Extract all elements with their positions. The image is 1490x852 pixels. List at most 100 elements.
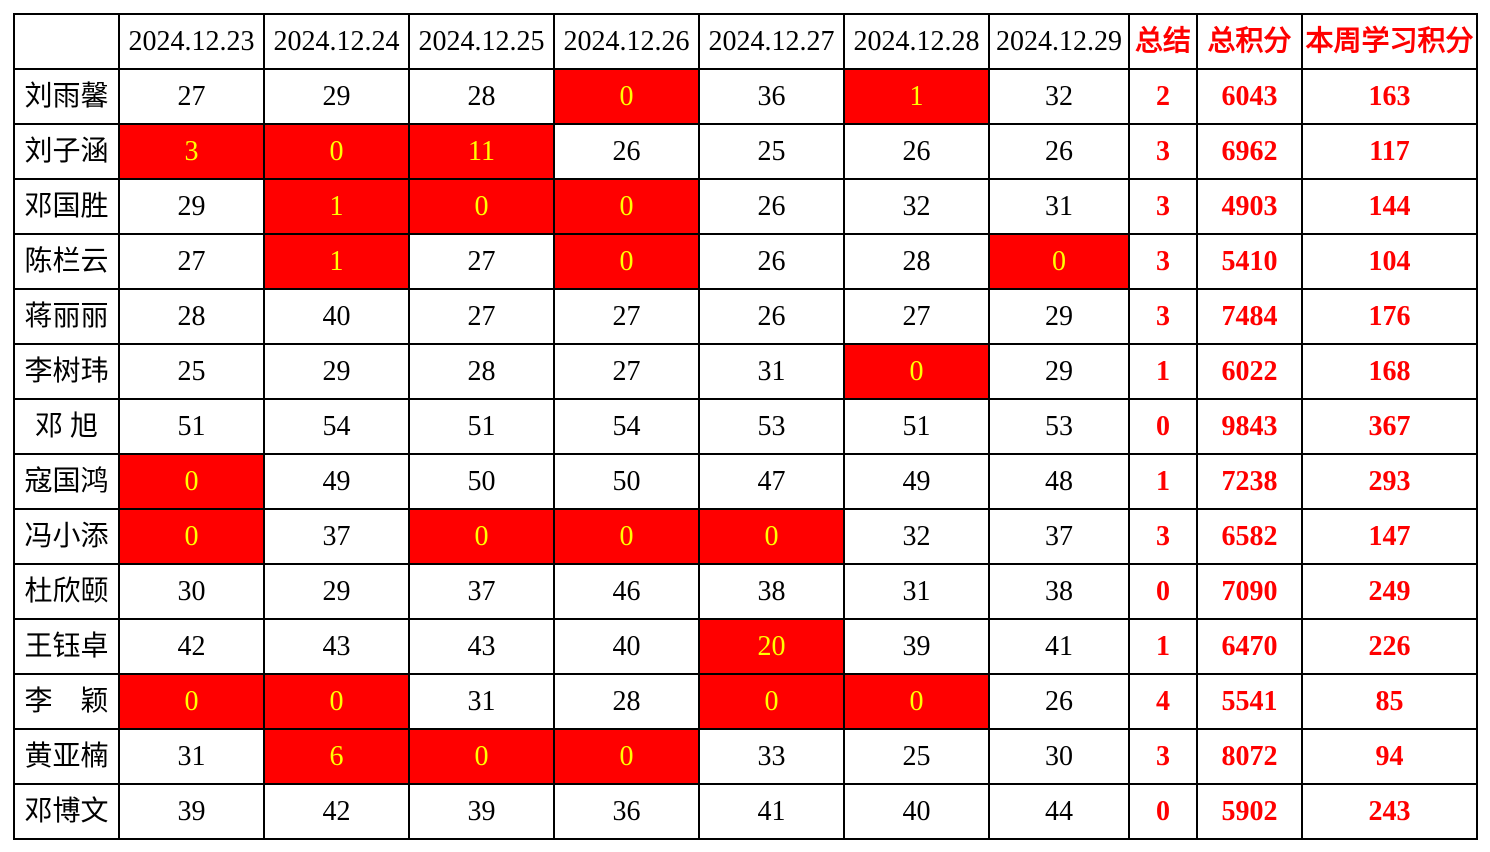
day-score-cell: 27 [118,68,265,125]
total-points-cell: 5410 [1196,233,1303,290]
day-score-cell: 39 [843,618,990,675]
student-row: 王钰卓 42 43 43 40 20 39 41 1 6470 226 [13,618,1478,675]
day-score-cell: 25 [118,343,265,400]
day-score-cell: 27 [553,288,700,345]
total-points-cell: 6962 [1196,123,1303,180]
summary-cell: 3 [1128,728,1198,785]
day-score-cell: 29 [118,178,265,235]
day-score-cell: 37 [988,508,1130,565]
day-score-cell: 32 [843,508,990,565]
day-score-cell-flagged: 0 [843,673,990,730]
day-score-cell: 43 [408,618,555,675]
student-name-cell: 杜欣颐 [13,563,120,620]
student-row: 黄亚楠 31 6 0 0 33 25 30 3 8072 94 [13,728,1478,785]
student-name-cell: 邓 旭 [13,398,120,455]
day-score-cell: 29 [263,68,410,125]
day-score-cell-flagged: 0 [553,233,700,290]
score-table-body: 刘雨馨 27 29 28 0 36 1 32 2 6043 163 刘子涵 3 0 11 26 25 26 26 3 6… [13,68,1478,840]
total-points-cell: 5541 [1196,673,1303,730]
day-score-cell: 38 [698,563,845,620]
day-score-cell-flagged: 0 [843,343,990,400]
day-score-cell: 44 [988,783,1130,840]
student-row: 寇国鸿 0 49 50 50 47 49 48 1 7238 293 [13,453,1478,510]
day-score-cell: 51 [843,398,990,455]
day-score-cell-flagged: 0 [118,673,265,730]
day-score-cell-flagged: 11 [408,123,555,180]
day-score-cell: 54 [553,398,700,455]
student-name-cell: 黄亚楠 [13,728,120,785]
student-name-cell: 冯小添 [13,508,120,565]
day-score-cell: 26 [843,123,990,180]
day-score-cell: 25 [843,728,990,785]
day-score-cell: 27 [553,343,700,400]
summary-cell: 0 [1128,398,1198,455]
day-score-cell: 29 [263,343,410,400]
day-score-cell: 49 [263,453,410,510]
day-score-cell: 49 [843,453,990,510]
week-points-header: 本周学习积分 [1301,13,1478,70]
summary-cell: 3 [1128,233,1198,290]
day-score-cell: 39 [408,783,555,840]
day-score-cell: 41 [988,618,1130,675]
day-score-cell: 26 [553,123,700,180]
student-row: 李树玮 25 29 28 27 31 0 29 1 6022 168 [13,343,1478,400]
weekly-score-table: 2024.12.23 2024.12.24 2024.12.25 2024.12… [13,13,1478,840]
total-points-cell: 7090 [1196,563,1303,620]
total-points-cell: 6022 [1196,343,1303,400]
summary-cell: 3 [1128,123,1198,180]
week-points-cell: 147 [1301,508,1478,565]
day-score-cell: 50 [553,453,700,510]
day-score-cell: 29 [263,563,410,620]
summary-cell: 3 [1128,288,1198,345]
day-score-cell-flagged: 6 [263,728,410,785]
student-row: 冯小添 0 37 0 0 0 32 37 3 6582 147 [13,508,1478,565]
week-points-cell: 85 [1301,673,1478,730]
day-score-cell: 33 [698,728,845,785]
student-name-cell: 蒋丽丽 [13,288,120,345]
day-score-cell: 27 [408,288,555,345]
day-score-cell: 40 [553,618,700,675]
day-score-cell-flagged: 0 [698,673,845,730]
total-points-cell: 6043 [1196,68,1303,125]
student-row: 李 颖 0 0 31 28 0 0 26 4 5541 85 [13,673,1478,730]
summary-header: 总结 [1128,13,1198,70]
student-name-cell: 王钰卓 [13,618,120,675]
day-score-cell: 31 [988,178,1130,235]
date-header-4: 2024.12.26 [553,13,700,70]
week-points-cell: 249 [1301,563,1478,620]
day-score-cell: 48 [988,453,1130,510]
student-row: 邓 旭 51 54 51 54 53 51 53 0 9843 367 [13,398,1478,455]
day-score-cell: 31 [698,343,845,400]
day-score-cell: 30 [118,563,265,620]
week-points-cell: 104 [1301,233,1478,290]
day-score-cell-flagged: 1 [843,68,990,125]
day-score-cell-flagged: 1 [263,178,410,235]
day-score-cell: 26 [988,673,1130,730]
day-score-cell: 25 [698,123,845,180]
day-score-cell-flagged: 0 [263,673,410,730]
day-score-cell: 31 [408,673,555,730]
summary-cell: 0 [1128,563,1198,620]
total-points-cell: 8072 [1196,728,1303,785]
day-score-cell: 38 [988,563,1130,620]
day-score-cell: 36 [698,68,845,125]
student-name-cell: 邓博文 [13,783,120,840]
day-score-cell: 40 [843,783,990,840]
summary-cell: 2 [1128,68,1198,125]
day-score-cell: 43 [263,618,410,675]
day-score-cell: 53 [698,398,845,455]
week-points-cell: 163 [1301,68,1478,125]
day-score-cell: 53 [988,398,1130,455]
summary-cell: 1 [1128,453,1198,510]
day-score-cell: 42 [263,783,410,840]
day-score-cell-flagged: 0 [553,178,700,235]
summary-cell: 1 [1128,618,1198,675]
total-points-cell: 6582 [1196,508,1303,565]
day-score-cell: 32 [988,68,1130,125]
total-points-cell: 7484 [1196,288,1303,345]
day-score-cell: 27 [118,233,265,290]
student-name-cell: 刘子涵 [13,123,120,180]
student-name-cell: 刘雨馨 [13,68,120,125]
day-score-cell: 41 [698,783,845,840]
day-score-cell-flagged: 0 [553,68,700,125]
